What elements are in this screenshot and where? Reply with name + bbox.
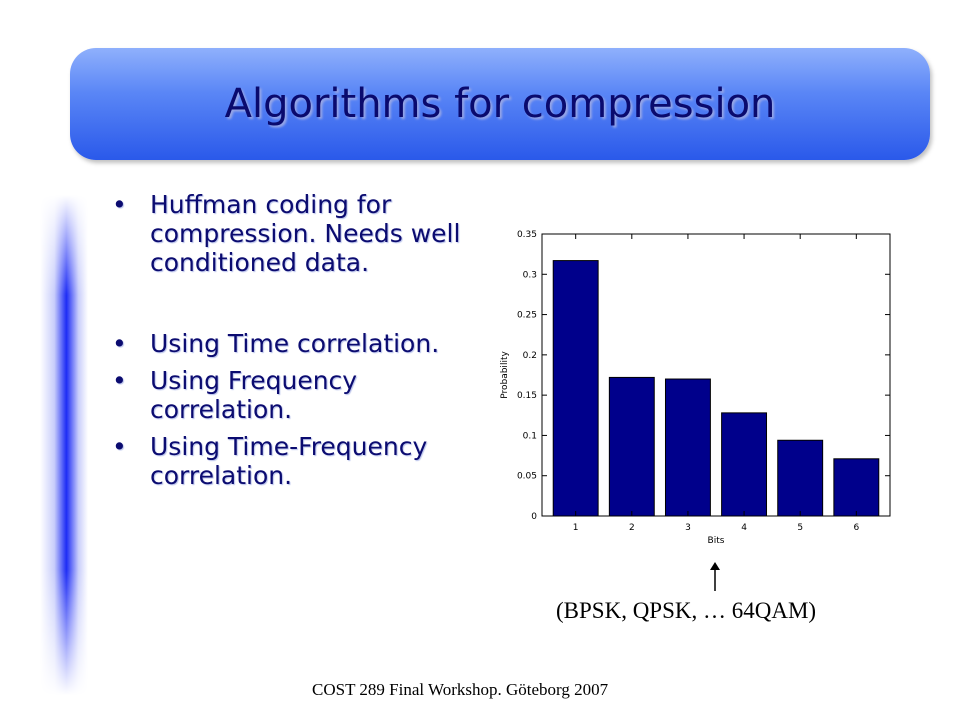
y-tick-label: 0 <box>531 512 537 522</box>
x-tick-label: 1 <box>573 523 579 533</box>
bullet-time-frequency-correlation: Using Time-Frequency correlation. <box>112 432 492 490</box>
x-tick-label: 3 <box>685 523 691 533</box>
bar-1 <box>552 260 599 517</box>
plot-frame <box>541 233 891 517</box>
y-tick-label: 0.15 <box>517 391 537 401</box>
left-decorative-band <box>40 195 88 695</box>
bar-3 <box>664 378 711 517</box>
bar-5 <box>777 439 824 517</box>
bar-6 <box>833 458 880 517</box>
bullet-time-correlation: Using Time correlation. <box>112 329 492 358</box>
x-axis-label: Bits <box>708 536 725 546</box>
x-tick-label: 4 <box>741 523 747 533</box>
bullet-list: Huffman coding for compression. Needs we… <box>112 190 492 490</box>
slide-footer: COST 289 Final Workshop. Göteborg 2007 <box>312 680 609 699</box>
x-tick-label: 6 <box>853 523 859 533</box>
slide-title: Algorithms for compression <box>224 81 776 127</box>
up-arrow-icon <box>710 562 720 591</box>
y-tick-label: 0.35 <box>517 230 537 240</box>
bar-4 <box>721 412 768 517</box>
y-tick-label: 0.2 <box>523 351 537 361</box>
y-axis-label: Probability <box>500 351 510 399</box>
x-tick-label: 2 <box>629 523 635 533</box>
bar-2 <box>608 376 655 517</box>
title-banner: Algorithms for compression <box>70 48 930 160</box>
bullet-huffman: Huffman coding for compression. Needs we… <box>112 190 492 277</box>
bits-probability-chart: 0 0.05 0.1 0.15 0.2 0.25 0.3 0.35 1 2 3 4 5 6 Bits Prob… <box>490 222 910 552</box>
y-tick-label: 0.3 <box>523 270 537 280</box>
y-tick-label: 0.1 <box>523 431 537 441</box>
modulation-caption: (BPSK, QPSK, … 64QAM) <box>556 598 817 623</box>
bar-chart-svg: 0 0.05 0.1 0.15 0.2 0.25 0.3 0.35 1 2 3 4 5 6 Bits Prob… <box>500 230 891 546</box>
y-tick-label: 0.05 <box>517 472 537 482</box>
bullet-frequency-correlation: Using Frequency correlation. <box>112 366 492 424</box>
y-tick-label: 0.25 <box>517 311 537 321</box>
x-tick-label: 5 <box>797 523 803 533</box>
